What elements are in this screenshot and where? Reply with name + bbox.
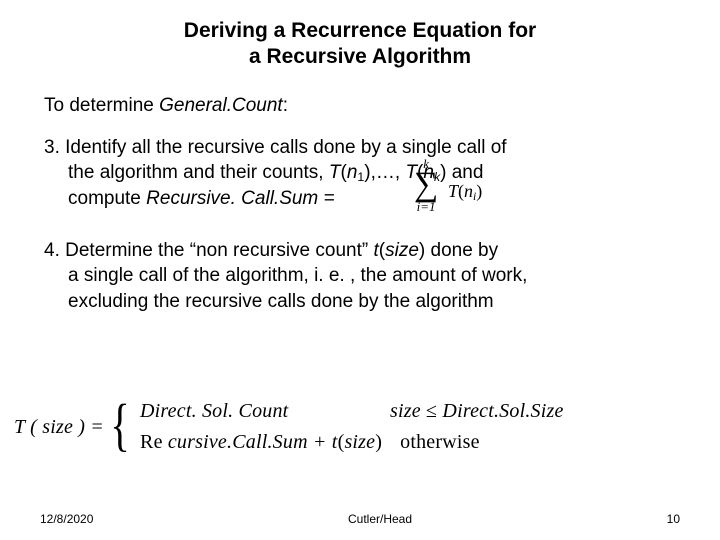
sigma-icon: ∑ [414,170,438,201]
sum-n: n [464,181,473,201]
case2-re: Re [140,431,168,453]
footer-page: 10 [667,512,680,526]
p3-b: the algorithm and their counts, [68,162,329,183]
p4-size: size [385,240,419,261]
case1-dss: Direct.Sol.Size [442,400,563,422]
sum-arg: T(ni) [448,179,482,205]
footer-date: 12/8/2020 [40,512,93,526]
intro-c: : [283,95,288,116]
p4-f: a single call of the algorithm, i. e. , … [68,263,676,289]
case-2: Re cursive.Call.Sum + t(size) otherwise [140,431,564,454]
sum-lower: i=1 [414,200,438,213]
sum-T: T [448,181,458,201]
intro-term: General.Count [159,95,283,116]
title-line-2: a Recursive Algorithm [249,45,471,68]
case1-size: size [390,400,421,422]
sum-op2: ) [476,181,482,201]
case2-rest: cursive.Call.Sum + t [168,431,338,453]
case1-le: ≤ [421,400,443,422]
p3-rcs: Recursive. Call.Sum = [146,188,334,209]
p4-e: ) done by [419,240,498,261]
p3-a: 3. Identify all the recursive calls done… [44,137,507,158]
p3-f: ),…, [364,162,405,183]
item-4: 4. Determine the “non recursive count” t… [44,238,676,315]
p4-a: 4. Determine the “non recursive count” [44,240,374,261]
p3-k: compute [68,188,146,209]
p3-n1: n [347,162,358,183]
eq-left: T ( size ) = [14,416,104,439]
case1-expr: Direct. Sol. Count [140,400,372,423]
case2-cond: otherwise [400,431,480,454]
footer-center: Cutler/Head [348,512,412,526]
slide-title: Deriving a Recurrence Equation for a Rec… [40,18,680,71]
p3-T1: T [329,162,341,183]
summation: k ∑ i=1 T(ni) [414,157,438,214]
intro-line: To determine General.Count: [44,95,680,117]
intro-a: To determine [44,95,159,116]
piecewise-equation: T ( size ) = { Direct. Sol. Count size ≤… [14,400,564,454]
slide-footer: 12/8/2020 Cutler/Head 10 [0,512,720,526]
item-3: 3. Identify all the recursive calls done… [44,135,676,212]
case-1: Direct. Sol. Count size ≤ Direct.Sol.Siz… [140,400,564,423]
left-brace-icon: { [110,399,130,451]
title-line-1: Deriving a Recurrence Equation for [184,19,536,42]
p4-g: excluding the recursive calls done by th… [68,289,676,315]
case2-size: size [344,431,375,453]
case2-op2: ) [375,431,382,453]
